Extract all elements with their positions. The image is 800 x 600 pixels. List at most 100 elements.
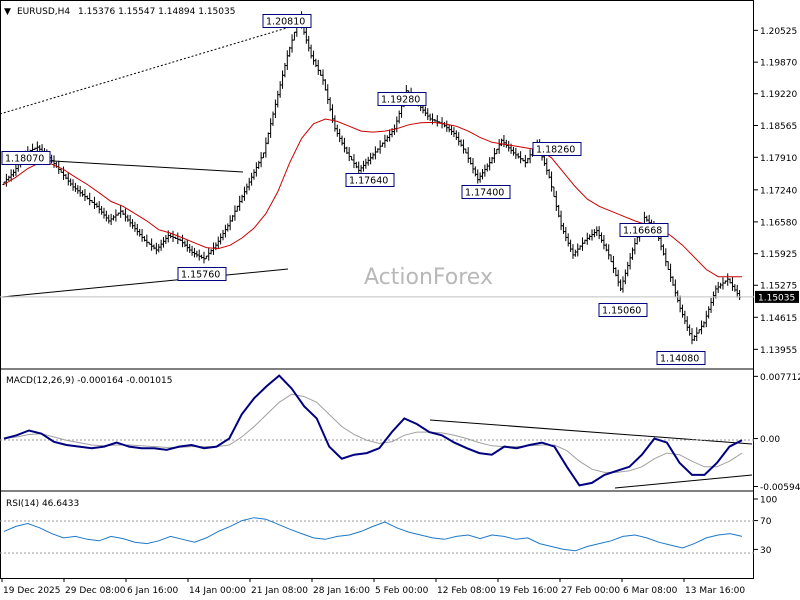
chart-frame bbox=[0, 0, 754, 579]
candle bbox=[483, 164, 487, 177]
candle bbox=[502, 135, 506, 148]
candle bbox=[128, 215, 132, 227]
candle bbox=[607, 244, 611, 260]
price-level-value: 1.15060 bbox=[602, 306, 641, 317]
price-level-label: 1.14080 bbox=[656, 351, 706, 365]
price-level-label: 1.20810 bbox=[262, 14, 312, 28]
time-tick-label: 28 Jan 16:00 bbox=[313, 586, 370, 596]
price-level-label: 1.18070 bbox=[1, 151, 51, 165]
candle bbox=[478, 172, 482, 183]
candle bbox=[150, 238, 154, 251]
candle bbox=[388, 129, 392, 142]
candle bbox=[576, 243, 580, 257]
candle bbox=[352, 154, 356, 169]
candle bbox=[704, 310, 708, 328]
candle bbox=[602, 235, 606, 250]
candle bbox=[202, 251, 206, 264]
candle bbox=[66, 172, 70, 186]
price-axis: 1.20525 1.19870 1.19220 1.18565 1.17910 1.172… bbox=[754, 27, 797, 356]
candle bbox=[445, 120, 449, 132]
candle bbox=[83, 189, 87, 202]
candle bbox=[228, 215, 232, 231]
candle bbox=[233, 205, 237, 221]
price-tick-label: 1.20525 bbox=[760, 27, 797, 37]
time-axis: 19 Dec 2025 29 Dec 08:00 6 Jan 16:00 14 Jan… bbox=[1, 578, 745, 596]
candle bbox=[359, 164, 363, 173]
candle bbox=[442, 121, 446, 128]
candle bbox=[485, 163, 489, 172]
dropdown-arrow-icon[interactable]: ▼ bbox=[4, 7, 11, 17]
candle bbox=[523, 154, 527, 168]
macd-lower-trendline bbox=[614, 474, 753, 489]
candle bbox=[69, 178, 73, 187]
time-tick-label: 19 Dec 2025 bbox=[3, 586, 61, 596]
candle bbox=[609, 254, 613, 263]
candle bbox=[476, 169, 480, 184]
candle bbox=[561, 222, 565, 234]
candle bbox=[292, 31, 296, 41]
candle bbox=[4, 173, 8, 187]
candle bbox=[514, 147, 518, 159]
candle bbox=[690, 328, 694, 345]
candle bbox=[197, 249, 201, 261]
candle bbox=[707, 306, 711, 319]
candle bbox=[138, 228, 142, 237]
candle bbox=[159, 239, 163, 251]
candle bbox=[309, 44, 313, 59]
candle bbox=[507, 140, 511, 152]
candle bbox=[304, 27, 308, 44]
candle bbox=[428, 113, 432, 121]
candle bbox=[214, 242, 218, 251]
candle bbox=[423, 106, 427, 117]
candle bbox=[126, 214, 130, 222]
upper-dotted-trendline bbox=[0, 23, 301, 115]
candle bbox=[176, 232, 180, 245]
candle bbox=[171, 230, 175, 242]
candle bbox=[440, 117, 444, 129]
time-tick-label: 27 Feb 00:00 bbox=[561, 586, 620, 596]
price-level-label: 1.17640 bbox=[345, 173, 395, 187]
price-tick-label: 1.15275 bbox=[760, 282, 797, 292]
candle bbox=[338, 128, 342, 143]
candle bbox=[131, 219, 135, 229]
candle bbox=[571, 244, 575, 259]
candle bbox=[545, 158, 549, 175]
price-tick-label: 1.15925 bbox=[760, 250, 797, 260]
candle bbox=[95, 202, 99, 208]
candle bbox=[185, 240, 189, 252]
price-level-label: 1.15760 bbox=[177, 267, 227, 281]
candle bbox=[588, 234, 592, 241]
candle bbox=[223, 224, 227, 238]
macd-axis: 0.007712 0.00 -0.005944 bbox=[754, 373, 800, 493]
macd-tick-label: 0.00 bbox=[760, 435, 780, 445]
candle bbox=[473, 166, 477, 177]
candle bbox=[366, 156, 370, 166]
rsi-line bbox=[3, 517, 743, 552]
candle bbox=[500, 138, 504, 147]
candle bbox=[666, 261, 670, 270]
candle bbox=[252, 169, 256, 180]
candle bbox=[592, 229, 596, 238]
price-tick-label: 1.19220 bbox=[760, 90, 797, 100]
candle bbox=[278, 81, 282, 98]
candle bbox=[628, 252, 632, 270]
candle bbox=[504, 139, 508, 148]
price-tick-label: 1.18565 bbox=[760, 122, 797, 132]
candle bbox=[133, 221, 137, 232]
rsi-tick-label: 100 bbox=[760, 496, 777, 506]
time-tick-label: 12 Feb 08:00 bbox=[437, 586, 496, 596]
candle bbox=[702, 321, 706, 328]
candle bbox=[573, 249, 577, 257]
candle bbox=[633, 238, 637, 255]
candle bbox=[102, 207, 106, 219]
time-tick-label: 21 Jan 08:00 bbox=[251, 586, 308, 596]
candle bbox=[680, 304, 684, 318]
candle bbox=[685, 316, 689, 332]
candle bbox=[450, 125, 454, 136]
candle bbox=[216, 236, 220, 249]
candle bbox=[307, 35, 311, 52]
price-tick-label: 1.17910 bbox=[760, 154, 797, 164]
candle bbox=[107, 214, 111, 224]
candle bbox=[488, 157, 492, 171]
